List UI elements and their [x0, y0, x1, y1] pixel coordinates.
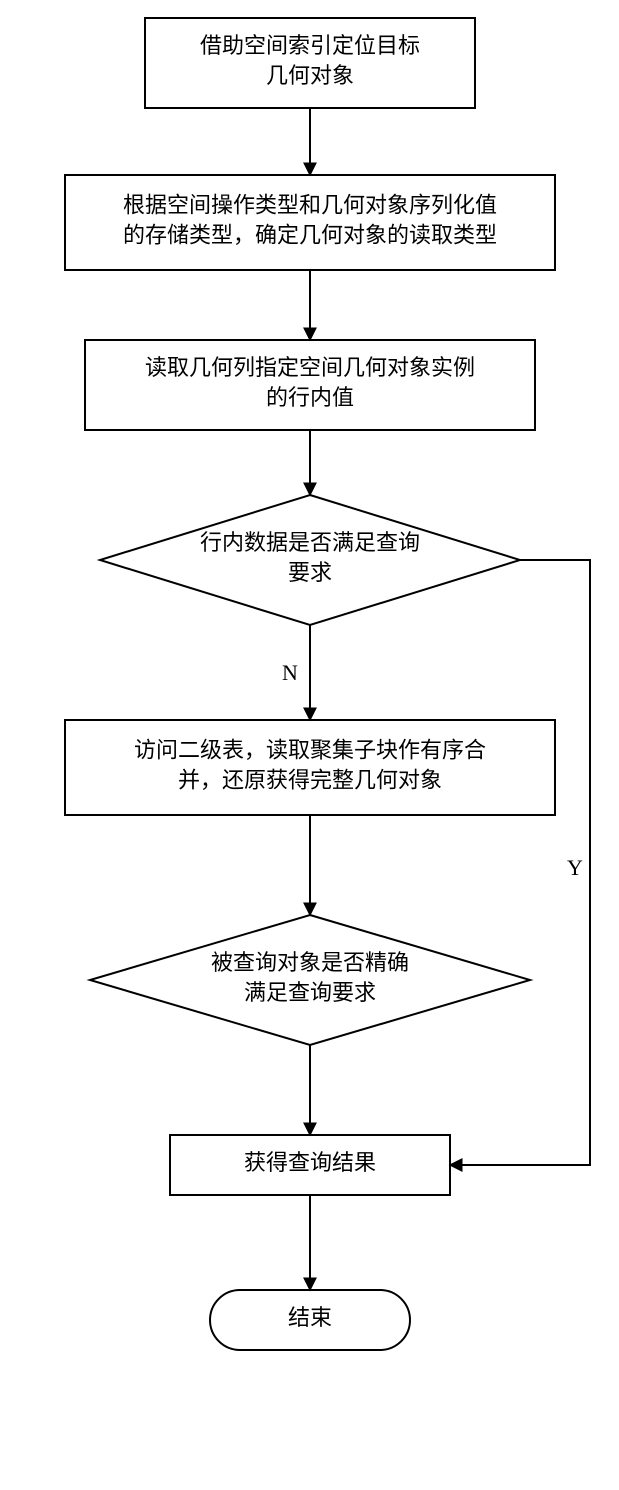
- edge-label: Y: [567, 855, 583, 880]
- node-n3: 读取几何列指定空间几何对象实例的行内值: [85, 340, 535, 430]
- node-text: 借助空间索引定位目标: [200, 33, 420, 58]
- node-d2: 被查询对象是否精确满足查询要求: [90, 915, 530, 1045]
- node-text: 要求: [288, 560, 332, 585]
- node-n2: 根据空间操作类型和几何对象序列化值的存储类型，确定几何对象的读取类型: [65, 175, 555, 270]
- node-n1: 借助空间索引定位目标几何对象: [145, 18, 475, 108]
- node-text: 结束: [288, 1305, 332, 1330]
- edge-label: N: [282, 660, 298, 685]
- node-end: 结束: [210, 1290, 410, 1350]
- node-text: 并，还原获得完整几何对象: [178, 767, 442, 792]
- node-text: 访问二级表，读取聚集子块作有序合: [134, 738, 486, 763]
- node-text: 读取几何列指定空间几何对象实例: [145, 355, 475, 380]
- node-text: 几何对象: [266, 63, 354, 88]
- node-text: 被查询对象是否精确: [211, 950, 409, 975]
- node-d1: 行内数据是否满足查询要求: [100, 495, 520, 625]
- node-text: 满足查询要求: [244, 980, 376, 1005]
- node-text: 的存储类型，确定几何对象的读取类型: [123, 222, 497, 247]
- node-text: 的行内值: [266, 385, 354, 410]
- node-text: 获得查询结果: [244, 1150, 376, 1175]
- node-n4: 访问二级表，读取聚集子块作有序合并，还原获得完整几何对象: [65, 720, 555, 815]
- node-text: 行内数据是否满足查询: [200, 530, 420, 555]
- node-text: 根据空间操作类型和几何对象序列化值: [123, 193, 497, 218]
- node-n5: 获得查询结果: [170, 1135, 450, 1195]
